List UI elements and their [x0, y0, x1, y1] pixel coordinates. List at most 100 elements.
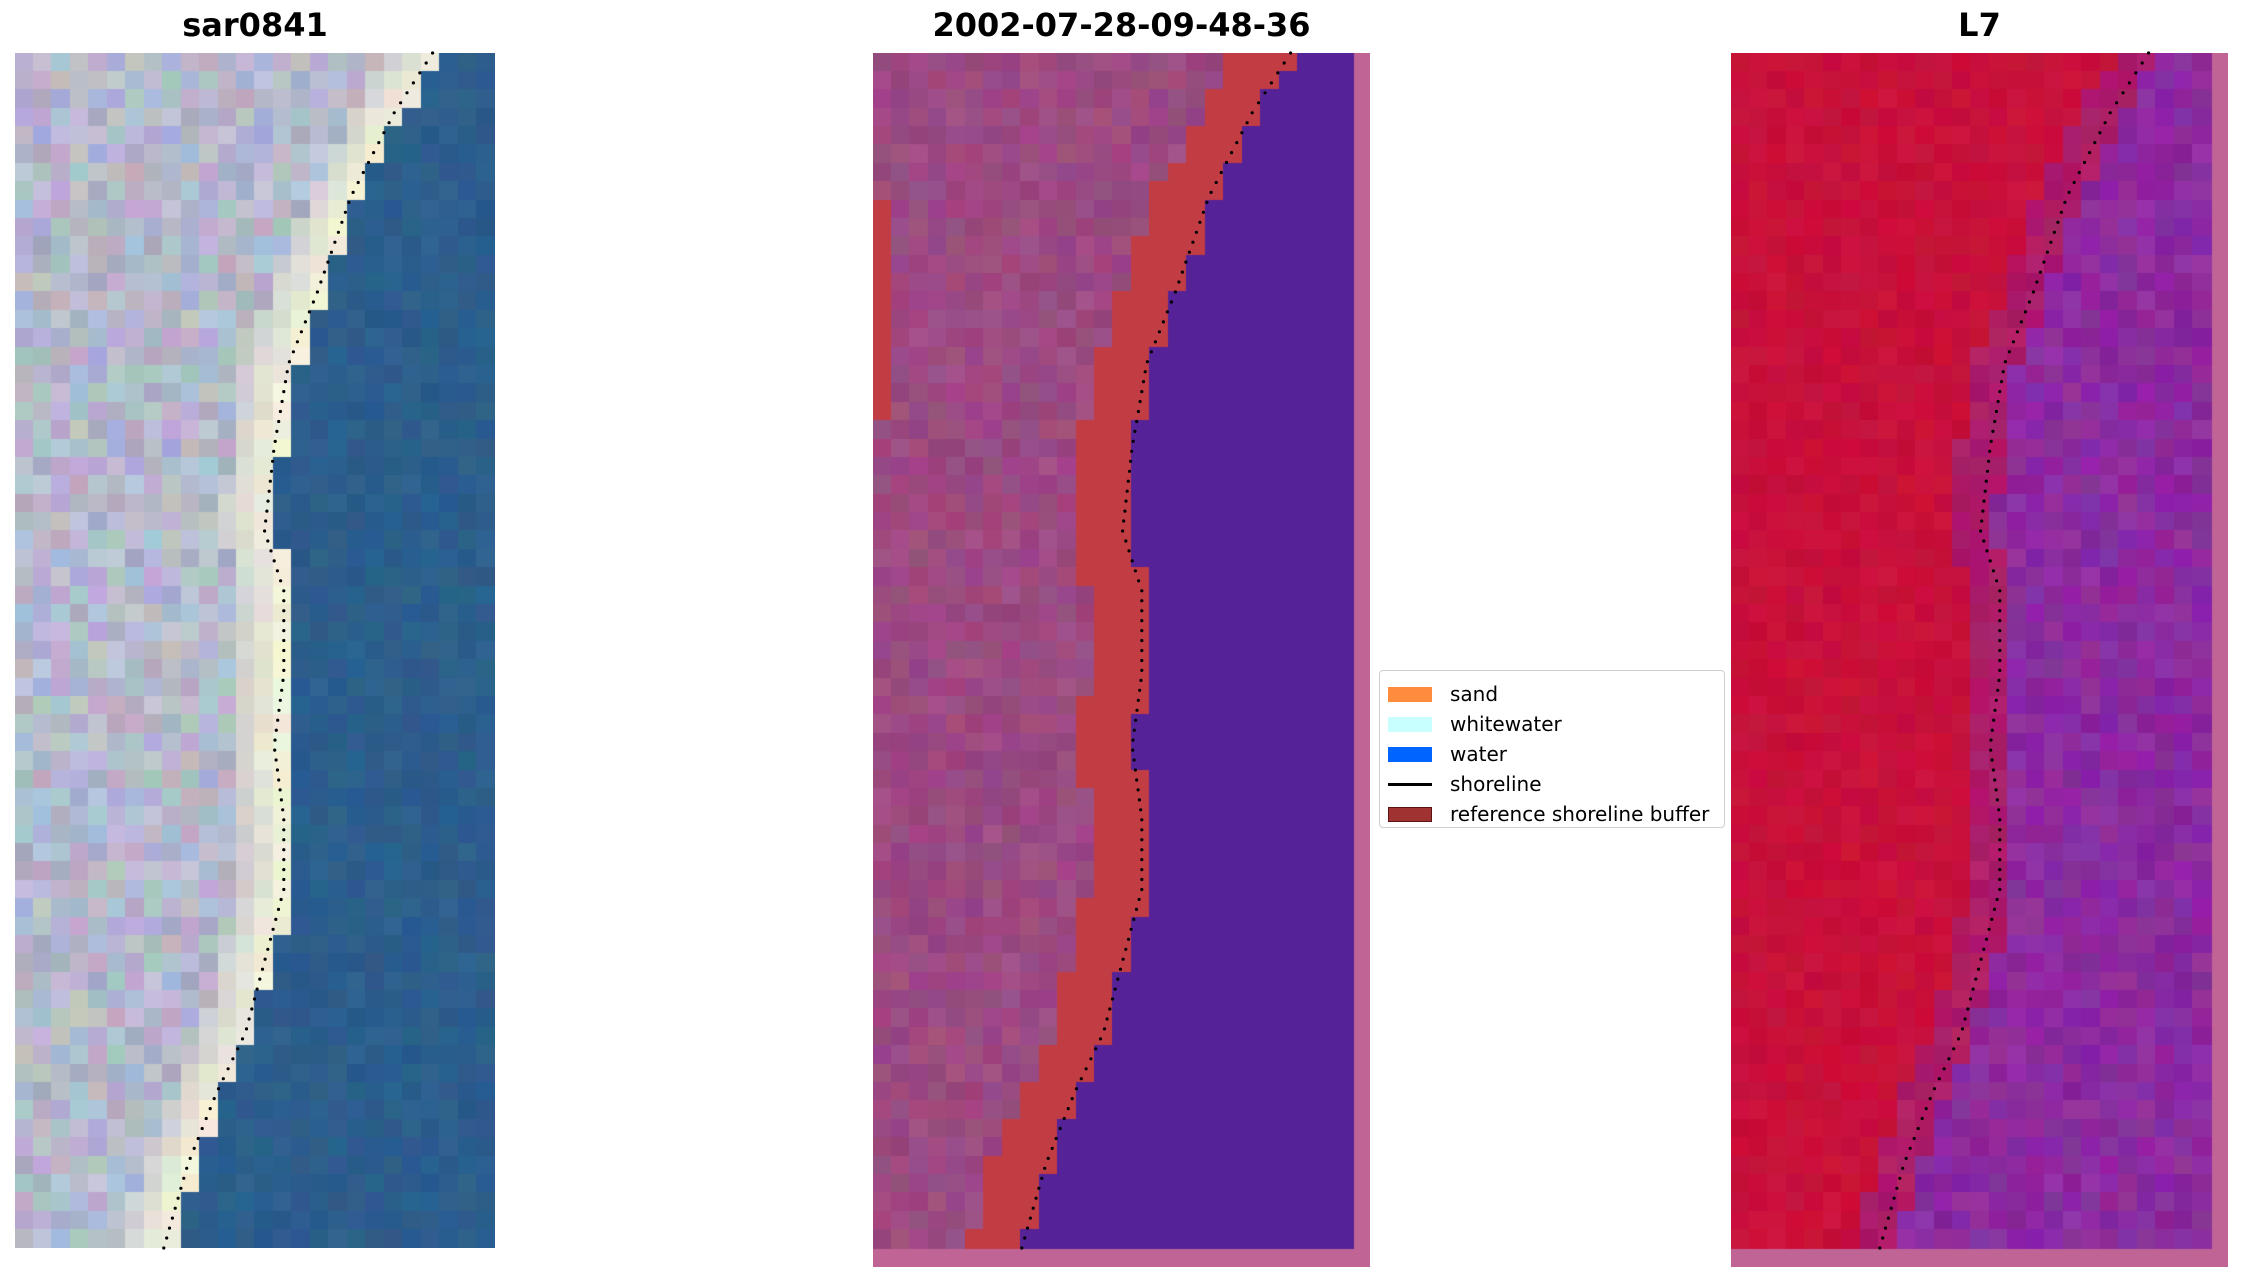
shoreline-point [255, 987, 259, 991]
shoreline-point [1998, 638, 2002, 643]
shoreline-point [2082, 160, 2087, 165]
shoreline-point [283, 380, 288, 384]
legend-item-sand: sand [1388, 679, 1716, 709]
shoreline-point [200, 1126, 204, 1131]
shoreline-point [279, 579, 283, 583]
shoreline-point [279, 798, 283, 802]
shoreline-point [1998, 390, 2002, 394]
shoreline-point [1996, 399, 2000, 404]
shoreline-point [1046, 1156, 1050, 1160]
shoreline-point [1113, 987, 1117, 991]
shoreline-point [1139, 808, 1143, 812]
panel-title-index: L7 [1958, 6, 2001, 44]
shoreline-point [282, 828, 286, 832]
shoreline-point [1140, 629, 1144, 633]
shoreline-point [1143, 370, 1147, 374]
shoreline-point [1135, 419, 1139, 424]
shoreline-point [1996, 688, 2000, 692]
shoreline-point [1282, 61, 1286, 65]
shoreline-point [282, 589, 286, 593]
shoreline-point [273, 748, 277, 752]
shoreline-point [282, 838, 286, 842]
shoreline-point [273, 439, 277, 443]
shoreline-point [1020, 1246, 1024, 1250]
shoreline-point [1240, 131, 1244, 135]
shoreline-point [319, 280, 323, 284]
shoreline-point [1991, 429, 1995, 433]
shoreline-point [1892, 1196, 1896, 1200]
shoreline-point [188, 1156, 192, 1160]
shoreline-point [280, 688, 284, 692]
panel-title-rgb: sar0841 [182, 6, 328, 44]
shoreline-point [1140, 638, 1144, 643]
shoreline-point [192, 1146, 196, 1150]
shoreline-point [1263, 91, 1267, 95]
shoreline-point [1140, 818, 1144, 822]
shoreline-point [1138, 688, 1142, 692]
shoreline-point [1165, 310, 1169, 314]
shoreline-point [2127, 81, 2131, 85]
shoreline-point [1173, 290, 1177, 294]
shoreline-point [274, 758, 278, 762]
shoreline-point [329, 250, 333, 254]
shoreline-point [1989, 439, 1993, 443]
shoreline-point [1968, 997, 1973, 1001]
shoreline-point [272, 559, 276, 563]
shoreline-point [1998, 599, 2002, 603]
shoreline-point [1198, 220, 1202, 224]
shoreline-point [282, 638, 286, 643]
shoreline-point [1947, 1057, 1951, 1061]
shoreline-point [1062, 1116, 1066, 1121]
legend-item-shoreline: shoreline [1388, 769, 1716, 799]
shoreline-point [1134, 907, 1139, 912]
shoreline-point [1993, 778, 1997, 782]
shoreline-point [1895, 1186, 1899, 1190]
water-swatch [1388, 746, 1432, 762]
shoreline-point [2042, 260, 2046, 264]
shoreline-point [1992, 907, 1997, 912]
shoreline-point [1989, 748, 1993, 752]
legend-label: whitewater [1450, 712, 1562, 736]
shoreline-point [1932, 1087, 1937, 1091]
shoreline-point [1916, 1126, 1920, 1131]
shoreline-point [272, 449, 276, 453]
shoreline-point [2031, 290, 2035, 294]
shoreline-point [1269, 81, 1273, 85]
shoreline-point [282, 868, 286, 872]
shoreline-point [1230, 151, 1234, 155]
shoreline-point [315, 290, 319, 294]
shoreline-point [1066, 1107, 1070, 1111]
shoreline-point [307, 310, 311, 314]
shoreline-point [173, 1206, 177, 1210]
whitewater-swatch [1388, 716, 1432, 732]
shoreline-point [1124, 947, 1128, 951]
shoreline-point [1276, 71, 1280, 75]
shoreline-point [1214, 180, 1218, 185]
shoreline-point [274, 917, 278, 922]
shoreline-point [2093, 141, 2097, 145]
shoreline-point [1235, 141, 1239, 145]
shoreline-point [1140, 828, 1144, 832]
shoreline-overlay-classified [1020, 51, 1293, 1250]
shoreline-point [263, 529, 267, 533]
shoreline-point [372, 151, 376, 155]
shoreline-point [1988, 559, 1992, 563]
shoreline-point [382, 131, 386, 135]
shoreline-point [1987, 459, 1991, 463]
shoreline-point [1140, 609, 1144, 613]
shoreline-point [1998, 848, 2002, 852]
shoreline-point [1997, 678, 2001, 683]
shoreline-point [1994, 788, 1998, 792]
sand-swatch [1388, 686, 1432, 702]
shoreline-point [1998, 818, 2002, 822]
shoreline-point [1125, 489, 1129, 493]
shoreline-point [1194, 230, 1198, 234]
shoreline-point [1121, 957, 1125, 961]
shoreline-point [1140, 589, 1144, 593]
shoreline-point [366, 160, 371, 165]
shoreline-point [2015, 330, 2019, 334]
shoreline-point [1250, 111, 1254, 115]
shoreline-point [276, 907, 281, 912]
shoreline-point [1998, 589, 2002, 593]
shoreline-point [351, 190, 355, 194]
